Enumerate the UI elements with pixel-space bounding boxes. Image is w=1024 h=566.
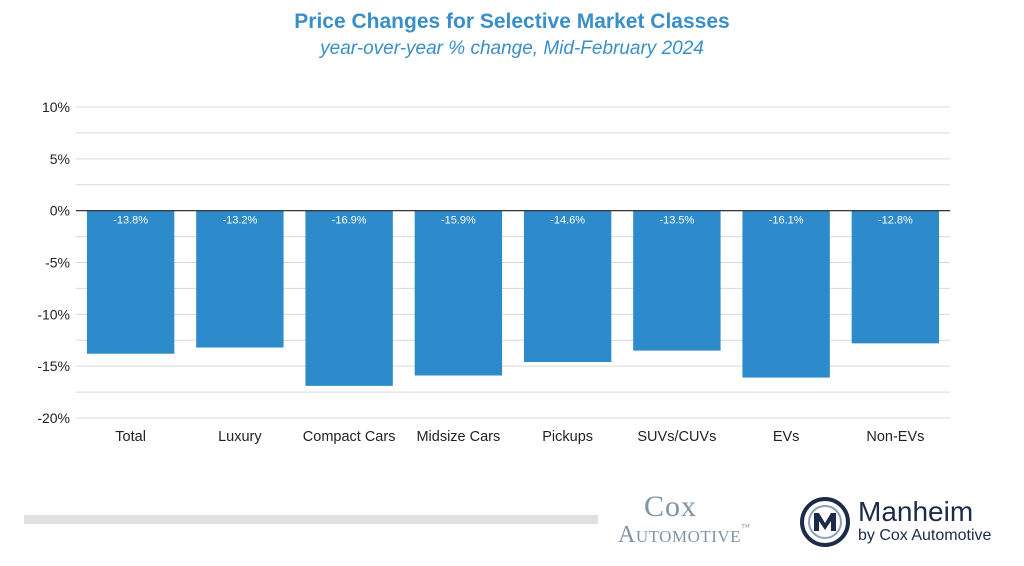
data-label: -14.6% bbox=[550, 215, 585, 227]
bar-chart: 10% 5% 0% -5% -10% -15% -20% -13.8% Total -13.2% L… bbox=[37, 99, 950, 445]
manheim-name: Manheim bbox=[858, 496, 974, 527]
y-tick-label: 5% bbox=[50, 151, 70, 167]
data-label: -13.8% bbox=[113, 215, 148, 227]
data-label: -12.8% bbox=[878, 215, 913, 227]
y-tick-label: -10% bbox=[37, 306, 70, 322]
bar bbox=[742, 210, 830, 378]
y-tick-label: -15% bbox=[37, 358, 70, 374]
bar bbox=[196, 210, 284, 348]
x-tick-label: Midsize Cars bbox=[416, 429, 500, 445]
data-label: -16.1% bbox=[769, 215, 804, 227]
x-tick-label: Compact Cars bbox=[303, 429, 396, 445]
manheim-m-icon bbox=[800, 497, 850, 547]
x-tick-label: Non-EVs bbox=[866, 429, 924, 445]
y-tick-label: -20% bbox=[37, 410, 70, 426]
bar bbox=[414, 210, 503, 376]
data-label: -16.9% bbox=[332, 215, 367, 227]
y-tick-label: -5% bbox=[45, 255, 70, 271]
y-tick-label: 10% bbox=[42, 99, 70, 115]
x-tick-label: EVs bbox=[773, 429, 800, 445]
cox-logo-line1: Cox bbox=[644, 490, 698, 523]
chart-subtitle: year-over-year % change, Mid-February 20… bbox=[320, 38, 704, 59]
x-tick-label: Luxury bbox=[218, 429, 262, 445]
bar bbox=[523, 210, 612, 363]
cox-logo-line2: Automotive™ bbox=[618, 522, 751, 548]
manheim-subtitle: by Cox Automotive bbox=[858, 527, 992, 544]
cox-automotive-logo: Cox Automotive™ bbox=[618, 490, 788, 552]
bar bbox=[633, 210, 721, 351]
footer-divider-bar bbox=[24, 515, 598, 524]
data-label: -13.5% bbox=[659, 215, 694, 227]
data-label: -15.9% bbox=[441, 215, 476, 227]
chart-title: Price Changes for Selective Market Class… bbox=[294, 10, 730, 33]
bar bbox=[851, 210, 940, 344]
x-tick-label: Pickups bbox=[542, 429, 593, 445]
bar bbox=[305, 210, 393, 386]
x-tick-label: Total bbox=[115, 429, 146, 445]
data-label: -13.2% bbox=[222, 215, 257, 227]
bar bbox=[86, 210, 175, 354]
y-tick-label: 0% bbox=[50, 203, 70, 219]
x-tick-label: SUVs/CUVs bbox=[637, 429, 716, 445]
